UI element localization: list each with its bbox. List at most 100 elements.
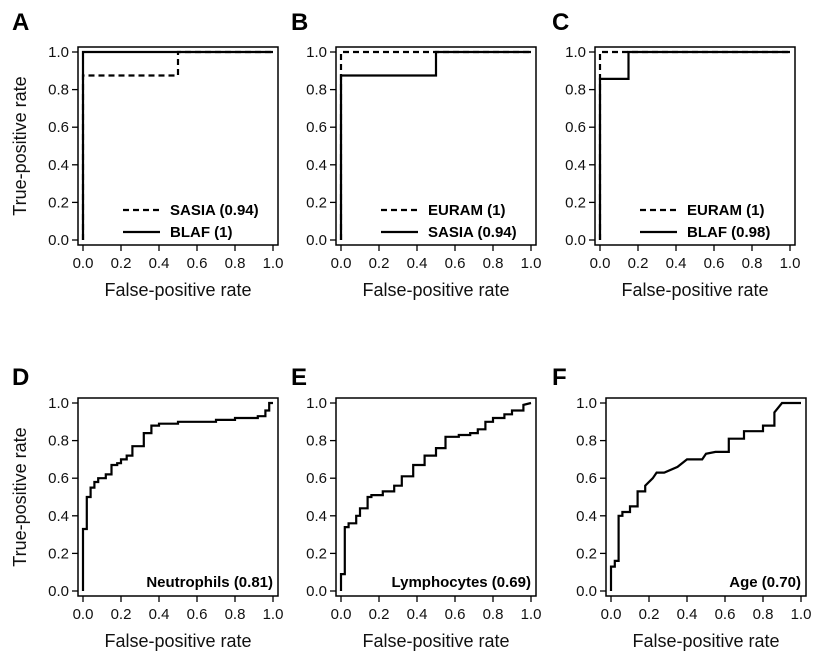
y-tick-label: 0.6 <box>48 119 69 136</box>
x-tick-label: 1.0 <box>263 255 284 272</box>
y-tick-label: 0.6 <box>48 470 69 487</box>
x-tick-label: 0.0 <box>73 255 94 272</box>
y-tick-label: 0.8 <box>48 433 69 450</box>
series-line-solid <box>339 50 531 240</box>
panel-a: A 0.0 0.2 0.4 0.6 0.8 1.0 0.0 0.2 0.4 0.6 0.8 1.0 Fal… <box>10 9 283 300</box>
x-tick-label: 0.2 <box>369 606 390 623</box>
panel-letter: A <box>12 9 29 36</box>
x-tick-label: 0.2 <box>639 606 660 623</box>
x-tick-label: 0.0 <box>331 255 352 272</box>
x-tick-label: 1.0 <box>780 255 801 272</box>
legend-label: Age (0.70) <box>729 574 801 591</box>
y-tick-label: 0.2 <box>48 545 69 562</box>
y-tick-label: 0.2 <box>306 194 327 211</box>
y-tick-label: 0.0 <box>48 232 69 249</box>
y-tick-label: 0.6 <box>565 119 586 136</box>
y-tick-label: 1.0 <box>565 44 586 61</box>
y-tick-label: 0.2 <box>48 194 69 211</box>
legend-label: EURAM (1) <box>428 202 506 219</box>
plot-frame <box>335 397 537 597</box>
x-tick-label: 0.6 <box>445 255 466 272</box>
y-axis-label: True-positive rate <box>10 76 30 215</box>
x-tick-label: 0.0 <box>331 606 352 623</box>
y-tick-label: 1.0 <box>48 395 69 412</box>
x-tick-label: 0.4 <box>666 255 687 272</box>
y-tick-label: 0.0 <box>48 583 69 600</box>
x-tick-label: 0.8 <box>483 255 504 272</box>
y-tick-label: 0.6 <box>306 119 327 136</box>
legend-label: SASIA (0.94) <box>428 224 517 241</box>
y-tick-label: 1.0 <box>306 395 327 412</box>
x-axis-label: False-positive rate <box>104 280 251 300</box>
panel-letter: C <box>552 9 569 36</box>
y-tick-label: 0.2 <box>576 545 597 562</box>
x-tick-label: 0.8 <box>225 255 246 272</box>
y-tick-label: 0.8 <box>306 82 327 99</box>
x-tick-label: 1.0 <box>263 606 284 623</box>
legend-label: BLAF (0.98) <box>687 224 770 241</box>
series-line-solid <box>339 401 532 591</box>
x-tick-label: 0.2 <box>111 606 132 623</box>
y-tick-label: 0.8 <box>565 82 586 99</box>
x-tick-label: 0.0 <box>590 255 611 272</box>
y-tick-label: 1.0 <box>48 44 69 61</box>
x-tick-label: 0.6 <box>715 606 736 623</box>
x-tick-label: 0.2 <box>369 255 390 272</box>
x-tick-label: 1.0 <box>521 606 542 623</box>
y-tick-label: 0.4 <box>565 157 586 174</box>
x-tick-label: 0.8 <box>483 606 504 623</box>
plot-frame <box>77 46 279 246</box>
y-tick-label: 0.0 <box>306 583 327 600</box>
x-tick-label: 0.4 <box>407 255 428 272</box>
y-tick-label: 0.8 <box>48 82 69 99</box>
plot-frame <box>594 46 796 246</box>
y-tick-label: 0.0 <box>576 583 597 600</box>
x-tick-label: 0.2 <box>628 255 649 272</box>
y-tick-label: 0.0 <box>306 232 327 249</box>
y-tick-label: 0.8 <box>576 433 597 450</box>
x-tick-label: 0.6 <box>445 606 466 623</box>
panel-e: E 0.0 0.2 0.4 0.6 0.8 1.0 0.0 0.2 0.4 0.6 0.8 1.0 Fal… <box>291 364 541 651</box>
y-tick-label: 0.4 <box>576 508 597 525</box>
x-axis-label: False-positive rate <box>621 280 768 300</box>
x-axis-label: False-positive rate <box>104 631 251 651</box>
legend-label: Lymphocytes (0.69) <box>392 574 532 591</box>
legend-label: BLAF (1) <box>170 224 233 241</box>
y-tick-label: 0.6 <box>306 470 327 487</box>
x-axis-label: False-positive rate <box>632 631 779 651</box>
x-tick-label: 0.4 <box>149 606 170 623</box>
x-tick-label: 0.0 <box>601 606 622 623</box>
x-tick-label: 0.8 <box>225 606 246 623</box>
y-tick-label: 1.0 <box>306 44 327 61</box>
x-tick-label: 0.6 <box>704 255 725 272</box>
x-tick-label: 0.6 <box>187 606 208 623</box>
panel-f: F 0.0 0.2 0.4 0.6 0.8 1.0 0.0 0.2 0.4 0.6 0.8 1.0 Fal… <box>552 364 811 651</box>
panel-b: B 0.0 0.2 0.4 0.6 0.8 1.0 0.0 0.2 0.4 0.6 0.8 1.0 Fal… <box>291 9 541 300</box>
y-tick-label: 1.0 <box>576 395 597 412</box>
x-axis-label: False-positive rate <box>362 631 509 651</box>
y-tick-label: 0.2 <box>306 545 327 562</box>
panel-c: C 0.0 0.2 0.4 0.6 0.8 1.0 0.0 0.2 0.4 0.6 0.8 1.0 Fal… <box>552 9 800 300</box>
y-tick-label: 0.4 <box>48 508 69 525</box>
legend-label: SASIA (0.94) <box>170 202 259 219</box>
series-line-solid <box>598 50 790 240</box>
panel-letter: D <box>12 364 29 391</box>
x-tick-label: 0.0 <box>73 606 94 623</box>
y-tick-label: 0.4 <box>48 157 69 174</box>
y-tick-label: 0.6 <box>576 470 597 487</box>
plot-frame <box>335 46 537 246</box>
y-tick-label: 0.4 <box>306 157 327 174</box>
x-tick-label: 0.4 <box>407 606 428 623</box>
plot-frame <box>77 397 279 597</box>
y-tick-label: 0.4 <box>306 508 327 525</box>
panel-letter: B <box>291 9 308 36</box>
y-tick-label: 0.2 <box>565 194 586 211</box>
x-tick-label: 0.8 <box>753 606 774 623</box>
x-tick-label: 1.0 <box>521 255 542 272</box>
x-tick-label: 0.4 <box>149 255 170 272</box>
x-axis-label: False-positive rate <box>362 280 509 300</box>
series-line-solid <box>81 50 273 240</box>
panel-letter: E <box>291 364 307 391</box>
y-axis-label: True-positive rate <box>10 427 30 566</box>
